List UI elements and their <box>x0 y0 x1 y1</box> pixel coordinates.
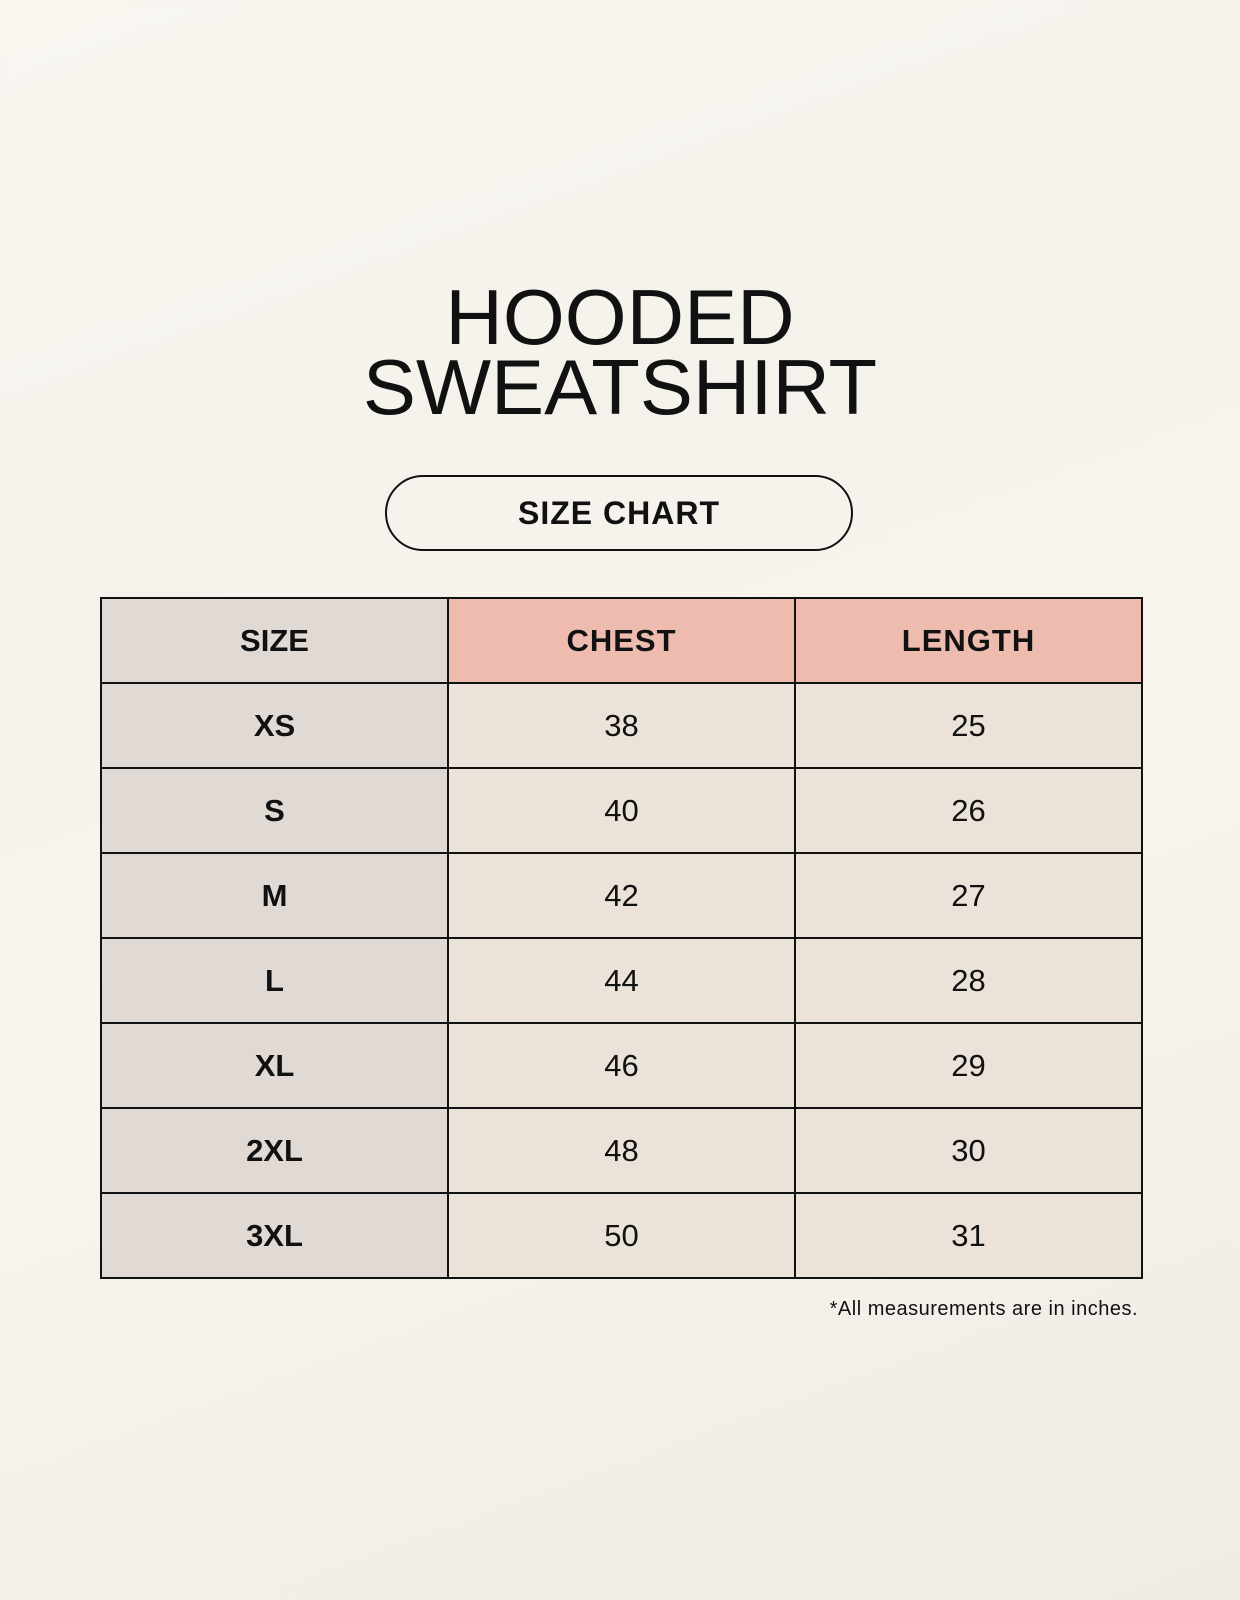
header-row: SIZE CHEST LENGTH <box>100 597 1143 684</box>
length-cell: 27 <box>794 852 1143 939</box>
chest-cell: 50 <box>447 1192 796 1279</box>
table-row: M 42 27 <box>100 852 1143 939</box>
table-row: 3XL 50 31 <box>100 1192 1143 1279</box>
size-cell: XL <box>100 1022 449 1109</box>
size-cell: XS <box>100 682 449 769</box>
table-row: XS 38 25 <box>100 682 1143 769</box>
chest-cell: 40 <box>447 767 796 854</box>
title-line-2: SWEATSHIRT <box>362 343 878 431</box>
chest-cell: 38 <box>447 682 796 769</box>
length-cell: 28 <box>794 937 1143 1024</box>
page-title: HOODED SWEATSHIRT <box>0 273 1240 431</box>
length-cell: 25 <box>794 682 1143 769</box>
size-cell: 3XL <box>100 1192 449 1279</box>
header-size: SIZE <box>100 597 449 684</box>
footnote: *All measurements are in inches. <box>829 1298 1138 1320</box>
size-table: SIZE CHEST LENGTH XS 38 25 S 40 26 M 42 27 L 44 28 X… <box>100 597 1143 1279</box>
table-row: S 40 26 <box>100 767 1143 854</box>
length-cell: 26 <box>794 767 1143 854</box>
table-row: L 44 28 <box>100 937 1143 1024</box>
table-row: 2XL 48 30 <box>100 1107 1143 1194</box>
chest-cell: 42 <box>447 852 796 939</box>
chest-cell: 46 <box>447 1022 796 1109</box>
size-cell: M <box>100 852 449 939</box>
chest-cell: 48 <box>447 1107 796 1194</box>
header-chest: CHEST <box>447 597 796 684</box>
table-row: XL 46 29 <box>100 1022 1143 1109</box>
size-chart-label: SIZE CHART <box>385 475 853 551</box>
size-cell: 2XL <box>100 1107 449 1194</box>
size-cell: S <box>100 767 449 854</box>
title-line-1: HOODED <box>445 273 795 361</box>
length-cell: 31 <box>794 1192 1143 1279</box>
length-cell: 30 <box>794 1107 1143 1194</box>
header-length: LENGTH <box>794 597 1143 684</box>
size-cell: L <box>100 937 449 1024</box>
length-cell: 29 <box>794 1022 1143 1109</box>
chest-cell: 44 <box>447 937 796 1024</box>
